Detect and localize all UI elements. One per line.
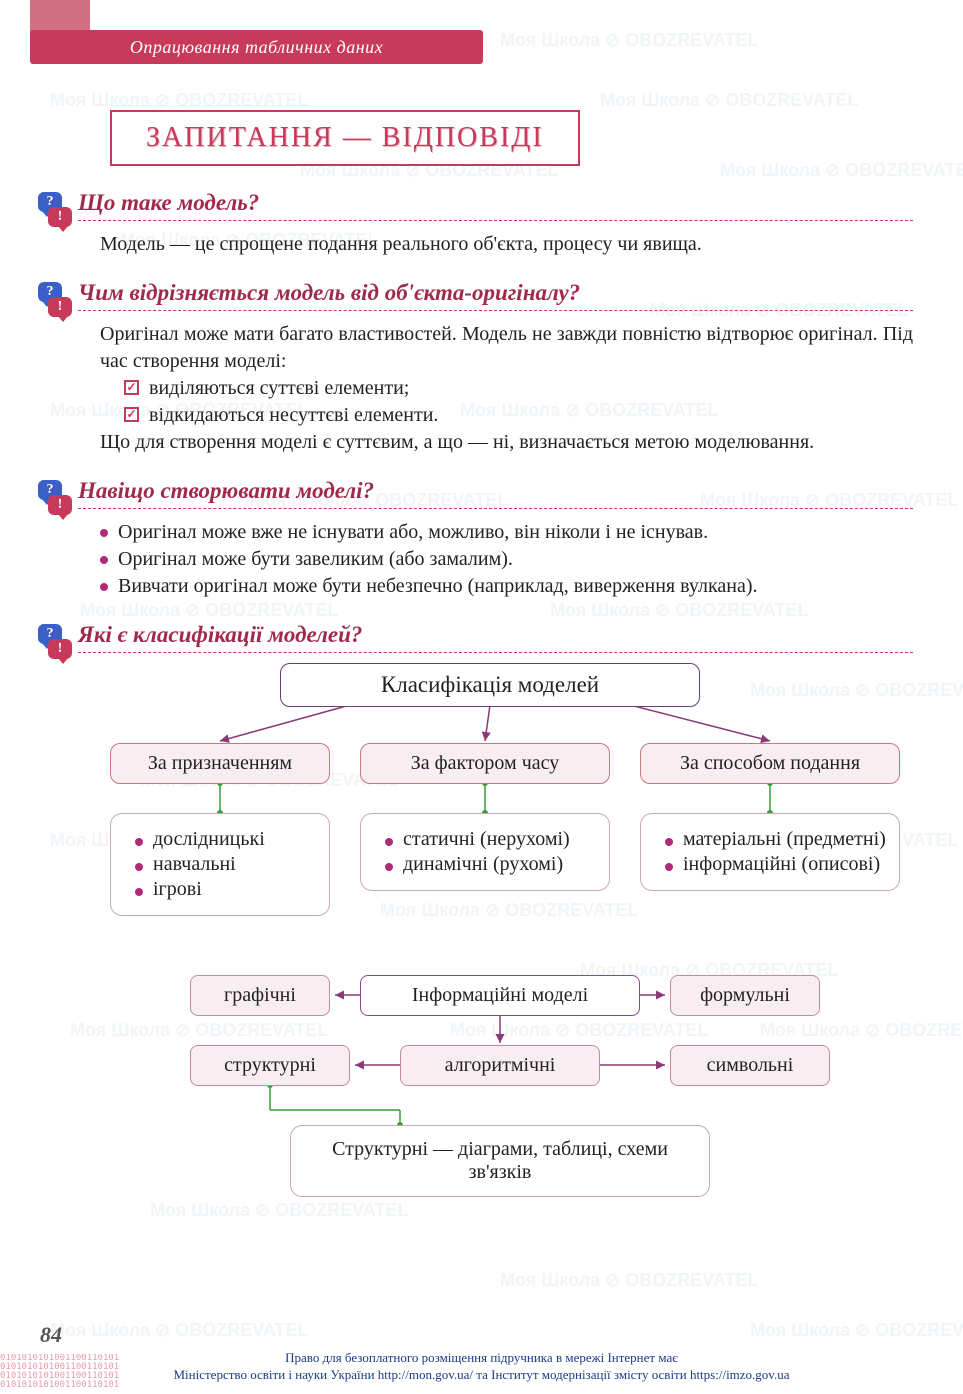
question-heading: Які є класифікації моделей? [78,622,913,653]
qa-block: ?! Що таке модель? Модель — це спрощене … [60,190,913,258]
qa-icon: ?! [38,282,72,320]
check-item: ✓ відкидаються несуттєві елементи. [124,402,913,429]
diagram-branch: За призначенням [110,743,330,784]
answer-text: Оригінал може вже не існувати або, можли… [100,519,913,600]
checkbox-icon: ✓ [124,407,139,422]
qa-icon: ?! [38,192,72,230]
bullet-icon [100,583,108,591]
info-models-diagram: Інформаційні моделі графічні формульні с… [100,975,900,1235]
diagram-node: графічні [190,975,330,1016]
question-heading: Що таке модель? [78,190,913,221]
qa-block: ?! Які є класифікації моделей? [60,622,913,1235]
footer-text: Право для безоплатного розміщення підруч… [0,1350,963,1384]
diagram-root: Класифікація моделей [280,663,700,707]
classification-diagram: Класифікація моделей За призначенням За … [100,663,900,963]
content-area: ?! Що таке модель? Модель — це спрощене … [60,190,913,1257]
diagram-node: структурні [190,1045,350,1086]
question-heading: Навіщо створювати моделі? [78,478,913,509]
bullet-item: Вивчати оригінал може бути небезпечно (н… [100,573,913,600]
qa-block: ?! Навіщо створювати моделі? Оригінал мо… [60,478,913,600]
diagram-node: формульні [670,975,820,1016]
bullet-item: Оригінал може бути завеликим (або замали… [100,546,913,573]
section-title: ЗАПИТАННЯ — ВІДПОВІДІ [110,110,580,166]
bullet-icon [100,529,108,537]
check-item: ✓ виділяються суттєві елементи; [124,375,913,402]
diagram-branch: За способом подання [640,743,900,784]
diagram-description: Структурні — діаграми, таблиці, схеми зв… [290,1125,710,1197]
diagram-branch: За фактором часу [360,743,610,784]
diagram-leaf: дослідницькі навчальні ігрові [110,813,330,916]
diagram-node: символьні [670,1045,830,1086]
page-number: 84 [40,1322,62,1348]
qa-icon: ?! [38,480,72,518]
checkbox-icon: ✓ [124,380,139,395]
chapter-header: Опрацювання табличних даних [30,30,483,64]
qa-icon: ?! [38,624,72,662]
qa-block: ?! Чим відрізняється модель від об'єкта-… [60,280,913,456]
bullet-item: Оригінал може вже не існувати або, можли… [100,519,913,546]
answer-text: Оригінал може мати багато властивостей. … [100,321,913,456]
bullet-icon [100,556,108,564]
question-heading: Чим відрізняється модель від об'єкта-ори… [78,280,913,311]
diagram-node: алгоритмічні [400,1045,600,1086]
diagram-leaf: статичні (нерухомі) динамічні (рухомі) [360,813,610,891]
diagram-center: Інформаційні моделі [360,975,640,1016]
diagram-leaf: матеріальні (предметні) інформаційні (оп… [640,813,900,891]
answer-text: Модель — це спрощене подання реального о… [100,231,913,258]
